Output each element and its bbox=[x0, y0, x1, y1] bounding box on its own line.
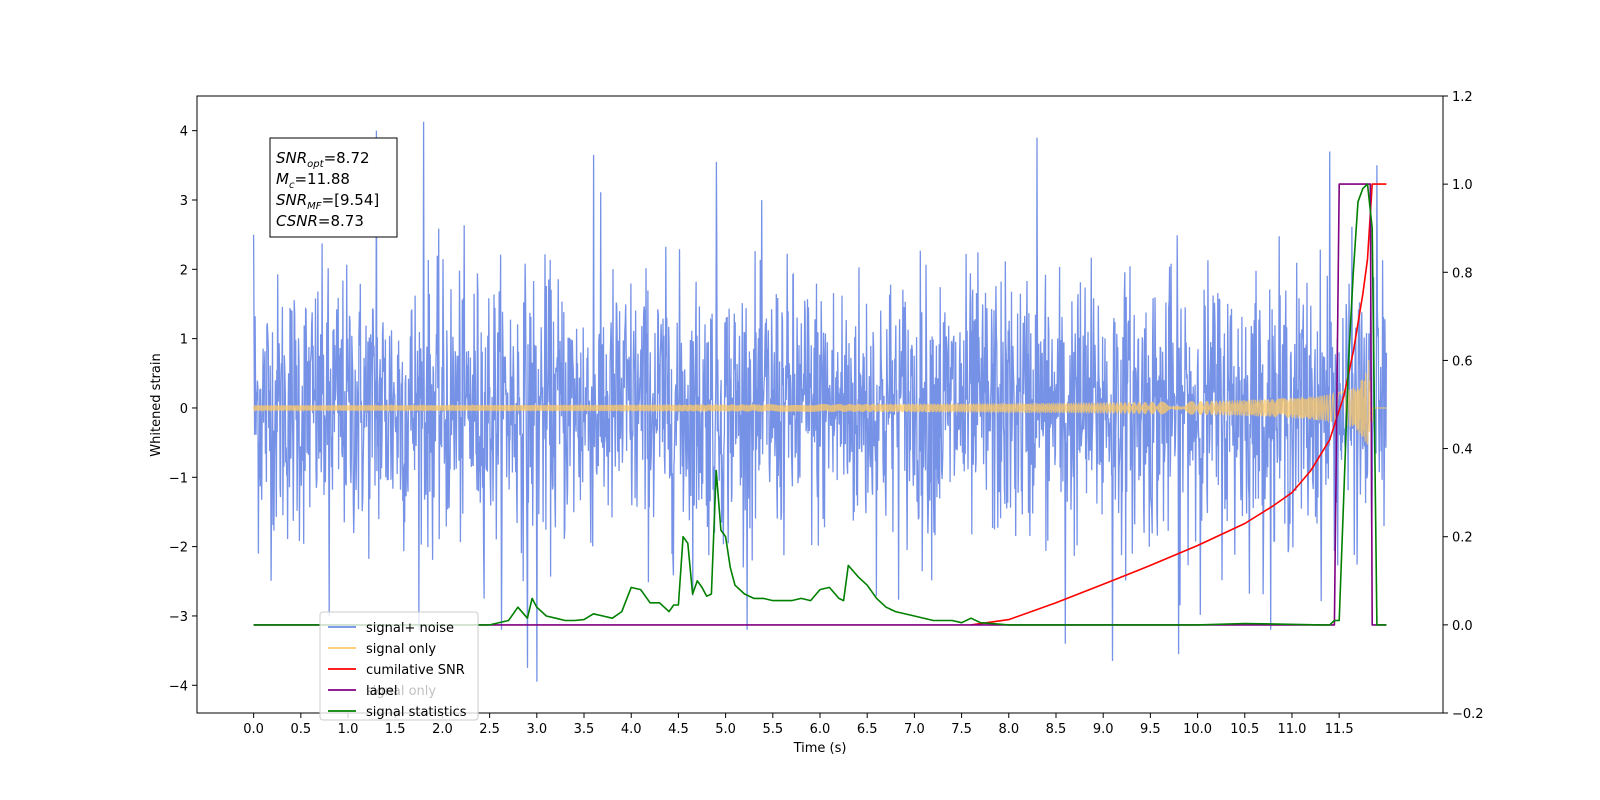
y-tick-label: 3 bbox=[180, 194, 188, 209]
legend-label: signal+ noise bbox=[366, 621, 454, 636]
y-axis-right: −0.2 0.0 0.2 0.4 0.6 0.8 1.0 1.2 bbox=[1443, 90, 1484, 722]
y-tick-label: 4 bbox=[180, 125, 188, 140]
y-axis-title: Whitened strain bbox=[149, 353, 164, 456]
y2-tick-label: 1.0 bbox=[1452, 178, 1473, 193]
y-axis-left: −4 −3 −2 −1 0 1 2 3 4 bbox=[169, 125, 197, 694]
y-tick-label: −3 bbox=[169, 610, 188, 625]
x-tick-label: 10.0 bbox=[1183, 722, 1212, 737]
y-tick-label: 1 bbox=[180, 333, 188, 348]
x-tick-label: 0.5 bbox=[290, 722, 311, 737]
x-tick-label: 1.5 bbox=[385, 722, 406, 737]
legend-label: signal only bbox=[366, 642, 436, 657]
y2-tick-label: 0.8 bbox=[1452, 266, 1473, 281]
legend-label: signal statistics bbox=[366, 705, 467, 720]
x-tick-label: 4.0 bbox=[621, 722, 642, 737]
annotation-line: SNRopt=8.72 bbox=[276, 149, 370, 170]
x-tick-label: 11.5 bbox=[1325, 722, 1354, 737]
y2-tick-label: −0.2 bbox=[1452, 707, 1484, 722]
x-tick-label: 5.0 bbox=[715, 722, 736, 737]
series-layer bbox=[252, 121, 1388, 682]
x-tick-label: 6.0 bbox=[810, 722, 831, 737]
y2-tick-label: 0.0 bbox=[1452, 619, 1473, 634]
y-tick-label: −2 bbox=[169, 541, 188, 556]
x-tick-label: 8.5 bbox=[1046, 722, 1067, 737]
series-signal-only bbox=[253, 359, 1387, 445]
x-axis: 0.0 0.5 1.0 1.5 2.0 2.5 3.0 3.5 4.0 4.5 5.0 5.5 6.0 6… bbox=[243, 713, 1354, 737]
x-tick-label: 1.0 bbox=[338, 722, 359, 737]
y-tick-label: 0 bbox=[180, 402, 188, 417]
y2-tick-label: 0.2 bbox=[1452, 531, 1473, 546]
x-tick-label: 4.5 bbox=[668, 722, 689, 737]
annotation-line: CSNR=8.73 bbox=[276, 212, 364, 230]
x-tick-label: 10.5 bbox=[1230, 722, 1259, 737]
y2-tick-label: 0.6 bbox=[1452, 354, 1473, 369]
x-tick-label: 7.0 bbox=[904, 722, 925, 737]
series-cumulative-snr bbox=[970, 183, 1387, 626]
x-tick-label: 11.0 bbox=[1277, 722, 1306, 737]
y2-tick-label: 1.2 bbox=[1452, 90, 1473, 105]
series-signal-statistics bbox=[253, 183, 1387, 626]
legend-ghost-label: signal only bbox=[366, 684, 436, 699]
annotation-line: Mc=11.88 bbox=[276, 170, 350, 191]
x-tick-label: 8.0 bbox=[998, 722, 1019, 737]
y2-tick-label: 0.4 bbox=[1452, 443, 1473, 458]
x-tick-label: 9.0 bbox=[1093, 722, 1114, 737]
x-tick-label: 3.5 bbox=[574, 722, 595, 737]
x-tick-label: 6.5 bbox=[857, 722, 878, 737]
x-tick-label: 3.0 bbox=[526, 722, 547, 737]
series-signal-plus-noise bbox=[252, 121, 1388, 682]
y-tick-label: −4 bbox=[169, 679, 188, 694]
annotation-line: SNRMF=[9.54] bbox=[276, 191, 379, 212]
y-tick-label: −1 bbox=[169, 471, 188, 486]
x-tick-label: 2.0 bbox=[432, 722, 453, 737]
x-tick-label: 7.5 bbox=[951, 722, 972, 737]
x-tick-label: 0.0 bbox=[243, 722, 264, 737]
legend-label: label bbox=[366, 684, 397, 699]
legend: signal+ noise signal only cumilative SNR la… bbox=[319, 611, 479, 721]
x-axis-title: Time (s) bbox=[793, 741, 847, 756]
x-tick-label: 5.5 bbox=[762, 722, 783, 737]
legend-label: cumilative SNR bbox=[366, 663, 465, 678]
x-tick-label: 2.5 bbox=[479, 722, 500, 737]
x-tick-label: 9.5 bbox=[1140, 722, 1161, 737]
y-tick-label: 2 bbox=[180, 263, 188, 278]
